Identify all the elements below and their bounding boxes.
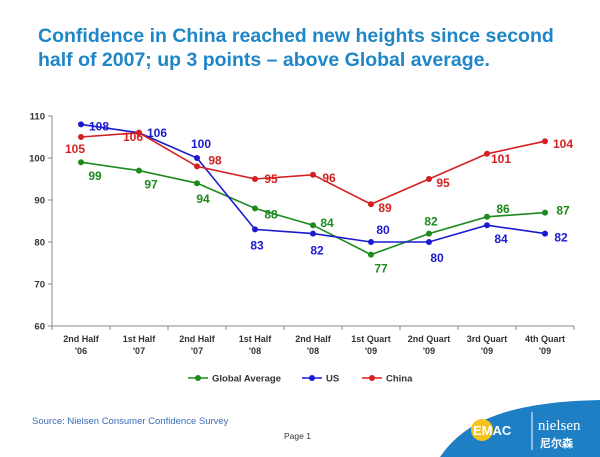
data-label-us: 100 — [191, 137, 211, 151]
data-label-us: 82 — [310, 244, 324, 258]
data-label-global: 97 — [144, 178, 158, 192]
series-line-china — [80, 131, 546, 206]
page-number: Page 1 — [284, 431, 311, 441]
data-point-global — [310, 222, 316, 229]
x-tick-label: 1st Half — [239, 334, 273, 344]
data-label-china: 106 — [123, 130, 143, 144]
y-tick-label: 100 — [29, 154, 45, 165]
y-tick-label: 90 — [34, 196, 45, 207]
data-point-china — [368, 201, 374, 208]
data-point-global — [426, 230, 432, 237]
x-tick-label-year: '08 — [307, 346, 319, 356]
data-label-us: 106 — [147, 126, 167, 140]
data-label-global: 87 — [556, 204, 570, 218]
x-tick-label: 1st Quart — [351, 334, 391, 344]
data-label-global: 77 — [374, 262, 388, 276]
data-point-global — [252, 205, 258, 212]
data-point-us — [542, 230, 548, 237]
data-point-global — [78, 159, 84, 166]
data-label-us: 83 — [250, 238, 264, 252]
data-point-us — [194, 155, 200, 161]
data-point-china — [78, 134, 84, 140]
x-tick-label-year: '09 — [365, 346, 377, 356]
data-point-china — [194, 163, 200, 170]
data-label-us: 108 — [89, 119, 109, 133]
x-tick-label-year: '09 — [423, 346, 435, 356]
source-note: Source: Nielsen Consumer Confidence Surv… — [32, 416, 229, 427]
chart-legend: Global Average US China — [188, 374, 413, 385]
x-tick-label: 3rd Quart — [467, 334, 508, 344]
data-label-global: 82 — [424, 215, 438, 229]
x-tick-label: 2nd Half — [179, 334, 216, 344]
data-label-china: 98 — [208, 153, 222, 167]
y-tick-label: 80 — [34, 238, 45, 249]
data-point-global — [194, 180, 200, 187]
x-tick-label-year: '07 — [191, 346, 203, 356]
x-tick-label-year: '07 — [133, 346, 145, 356]
legend-marker-us — [309, 375, 315, 381]
data-label-us: 80 — [430, 251, 444, 265]
x-tick-label: 1st Half — [123, 334, 157, 344]
data-point-us — [310, 230, 316, 237]
data-label-china: 95 — [436, 176, 450, 190]
data-label-us: 84 — [494, 232, 508, 246]
data-point-us — [426, 239, 432, 245]
legend-label-global: Global Average — [212, 374, 281, 385]
data-label-global: 84 — [320, 216, 334, 230]
x-tick-label-year: '09 — [481, 346, 493, 356]
x-tick-label-year: '09 — [539, 346, 551, 356]
data-label-china: 95 — [264, 172, 278, 186]
logos: EMAC nielsen 尼尔森 — [440, 400, 600, 457]
data-point-us — [78, 121, 84, 128]
data-label-global: 86 — [496, 202, 510, 216]
logo-swoosh — [440, 400, 600, 457]
x-tick-label-year: '06 — [75, 346, 87, 356]
x-tick-label: 2nd Half — [295, 334, 332, 344]
data-label-global: 88 — [264, 207, 278, 221]
data-label-us: 80 — [376, 223, 390, 237]
x-tick-label-year: '08 — [249, 346, 261, 356]
y-tick-label: 70 — [34, 280, 45, 291]
data-label-china: 101 — [491, 152, 511, 166]
chart-series — [78, 121, 548, 258]
legend-marker-global — [195, 375, 201, 381]
data-label-china: 96 — [322, 171, 336, 185]
data-label-us: 82 — [554, 231, 568, 245]
emac-logo-text: EMAC — [473, 423, 512, 438]
data-point-china — [310, 171, 316, 178]
emac-logo-icon — [471, 419, 493, 441]
data-point-china — [426, 176, 432, 182]
data-label-china: 89 — [378, 201, 392, 215]
nielsen-logo-text: nielsen — [538, 418, 581, 434]
data-label-china: 105 — [65, 142, 85, 156]
legend-marker-china — [369, 375, 375, 381]
legend-label-us: US — [326, 374, 339, 385]
nielsen-logo-subtext: 尼尔森 — [540, 436, 574, 450]
data-label-china: 104 — [553, 137, 573, 151]
x-tick-label: 4th Quart — [525, 334, 565, 344]
data-point-china — [136, 129, 142, 136]
data-point-global — [368, 251, 374, 258]
data-label-global: 94 — [196, 192, 210, 206]
data-point-global — [484, 213, 490, 220]
data-point-global — [136, 167, 142, 174]
data-label-global: 99 — [88, 169, 102, 183]
data-point-global — [542, 209, 548, 216]
data-point-us — [368, 239, 374, 245]
page-title: Confidence in China reached new heights … — [38, 25, 554, 71]
data-point-china — [484, 150, 490, 157]
data-point-china — [252, 176, 258, 182]
chart-axes: 60 70 80 90 100 110 2nd Half '06 1st Half '07 2nd … — [29, 112, 575, 356]
legend-label-china: China — [386, 374, 413, 385]
data-point-china — [542, 138, 548, 145]
y-tick-label: 110 — [30, 112, 45, 123]
chart-data-labels: 99 97 94 88 84 77 82 86 87 108 106 100 83 82 80 80 84 82 1… — [65, 119, 573, 275]
y-tick-label: 60 — [34, 322, 45, 333]
x-tick-label: 2nd Half — [63, 334, 100, 344]
data-point-us — [252, 226, 258, 233]
x-tick-label: 2nd Quart — [408, 334, 451, 344]
data-point-us — [484, 222, 490, 229]
